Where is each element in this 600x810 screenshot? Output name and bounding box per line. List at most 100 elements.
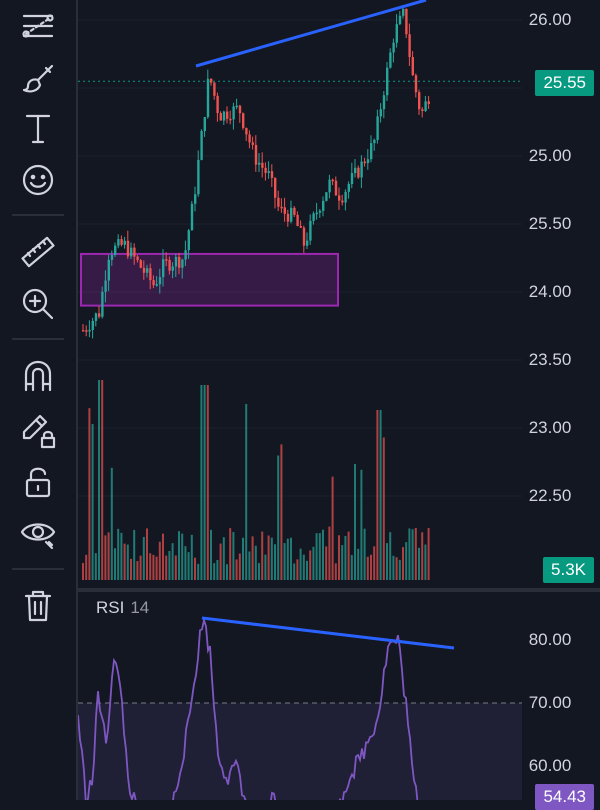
candle-body: [315, 212, 318, 215]
volume-bar: [296, 559, 299, 580]
price-axis[interactable]: 26.00 25.50 25.00 24.00 23.50 23.00 22.5…: [522, 0, 600, 810]
volume-bar: [274, 544, 276, 580]
toolbar-separator: [12, 568, 64, 570]
eye-icon[interactable]: [14, 510, 62, 554]
volume-bar: [229, 528, 232, 580]
candle-body: [88, 329, 91, 332]
brush-icon[interactable]: [14, 56, 62, 100]
candle-body: [152, 280, 155, 286]
volume-bar: [110, 467, 113, 580]
candle-body: [395, 24, 398, 43]
candle-body: [181, 259, 184, 268]
candle-body: [139, 260, 142, 268]
volume-bar: [187, 552, 190, 580]
candle-body: [120, 239, 123, 245]
volume-bar: [238, 553, 241, 580]
candle-body: [174, 256, 178, 267]
candle-body: [280, 206, 283, 209]
volume-bar: [350, 555, 353, 580]
volume-bar: [363, 528, 366, 580]
volume-tag: 5.3K: [543, 557, 594, 583]
price-tick: 24.00: [528, 282, 572, 301]
candle-body: [328, 179, 331, 193]
candle-body: [306, 240, 309, 246]
candle-body: [354, 167, 357, 174]
volume-bar: [405, 542, 408, 580]
candle-body: [168, 260, 171, 271]
magnet-icon[interactable]: [14, 354, 62, 398]
lock-drawing-icon[interactable]: [14, 408, 62, 452]
candle-body: [347, 184, 350, 192]
trend-line-icon[interactable]: [14, 4, 62, 48]
candle-body: [219, 113, 222, 121]
volume-bar: [174, 555, 177, 580]
candle-body: [104, 280, 107, 292]
volume-bar: [101, 380, 104, 580]
candle-body: [216, 95, 219, 114]
emoji-icon[interactable]: [14, 158, 62, 202]
volume-bar: [139, 555, 142, 580]
volume-bar: [402, 547, 404, 580]
volume-bar: [210, 529, 212, 580]
candle-body: [126, 240, 130, 257]
candle-body: [414, 75, 418, 93]
volume-bar: [379, 410, 382, 580]
volume-bar: [158, 541, 161, 580]
rsi-tick: 70.00: [528, 693, 572, 712]
candle-body: [264, 167, 267, 173]
candle-body: [165, 259, 168, 261]
trash-icon[interactable]: [14, 584, 62, 628]
volume-bar: [421, 532, 424, 580]
candle-body: [130, 247, 133, 257]
zoom-in-icon[interactable]: [14, 282, 62, 326]
rsi-legend[interactable]: RSI 14: [96, 598, 149, 618]
volume-bar: [354, 464, 356, 580]
ruler-icon[interactable]: [14, 230, 62, 274]
candle-body: [123, 240, 126, 245]
candle-body: [274, 177, 277, 198]
candle-body: [261, 162, 264, 168]
candle-body: [379, 109, 382, 117]
volume-bar: [146, 528, 148, 580]
demand-zone: [80, 252, 339, 307]
volume-bar: [206, 385, 209, 580]
volume-bar: [398, 559, 401, 580]
rsi-line: [78, 616, 419, 800]
volume-bar: [309, 550, 312, 580]
volume-bar: [126, 544, 129, 580]
candle-body: [136, 256, 139, 261]
candle-body: [322, 200, 325, 211]
volume-bar: [290, 537, 292, 580]
rsi-tick: 80.00: [528, 630, 572, 649]
volume-bar: [261, 531, 264, 580]
candle-body: [405, 8, 408, 35]
volume-bar: [152, 554, 155, 580]
candle-body: [331, 179, 334, 182]
unlock-icon[interactable]: [14, 460, 62, 504]
candle-body: [171, 266, 174, 271]
chart-canvas[interactable]: [78, 0, 522, 800]
candle-body: [149, 268, 152, 281]
volume-bar: [248, 551, 251, 580]
rsi-period: 14: [130, 598, 150, 617]
volume-bar: [117, 528, 120, 580]
candle-body: [190, 203, 194, 231]
volume-bar: [197, 563, 200, 580]
volume-bar: [386, 543, 388, 580]
chart-area[interactable]: [78, 0, 522, 800]
candle-body: [360, 161, 363, 178]
volume-bar: [293, 563, 296, 580]
candle-body: [187, 230, 190, 251]
volume-bar: [242, 537, 244, 580]
text-icon[interactable]: [14, 106, 62, 150]
volume-bar: [277, 455, 280, 580]
candle-body: [114, 245, 117, 256]
candle-body: [254, 144, 258, 165]
candle-body: [382, 95, 386, 110]
candle-body: [162, 259, 165, 278]
rsi-trend-line: [201, 616, 455, 650]
pane-separator[interactable]: [78, 588, 600, 592]
candle-body: [238, 105, 242, 114]
volume-bar: [194, 557, 196, 580]
candle-body: [427, 101, 430, 104]
